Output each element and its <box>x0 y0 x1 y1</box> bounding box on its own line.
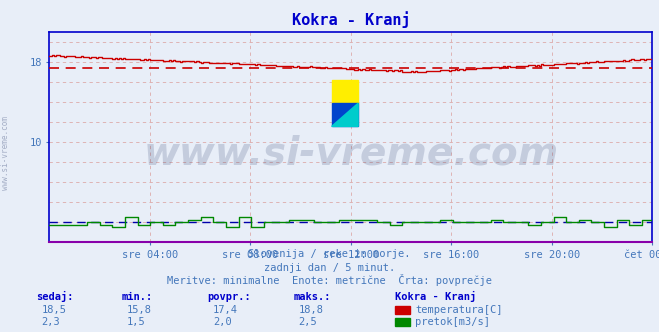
Text: 15,8: 15,8 <box>127 305 152 315</box>
Text: Meritve: minimalne  Enote: metrične  Črta: povprečje: Meritve: minimalne Enote: metrične Črta:… <box>167 274 492 286</box>
Text: 2,5: 2,5 <box>299 317 317 327</box>
Text: 17,4: 17,4 <box>213 305 238 315</box>
Text: maks.:: maks.: <box>293 292 331 302</box>
Text: min.:: min.: <box>122 292 153 302</box>
Text: temperatura[C]: temperatura[C] <box>415 305 503 315</box>
Bar <box>331 80 358 103</box>
Text: sedaj:: sedaj: <box>36 291 74 302</box>
Bar <box>331 103 358 126</box>
Text: www.si-vreme.com: www.si-vreme.com <box>1 116 10 190</box>
Text: 2,0: 2,0 <box>213 317 231 327</box>
Text: 18,8: 18,8 <box>299 305 324 315</box>
Text: Kokra - Kranj: Kokra - Kranj <box>395 291 476 302</box>
Polygon shape <box>331 103 358 126</box>
Text: povpr.:: povpr.: <box>208 292 251 302</box>
Text: 1,5: 1,5 <box>127 317 146 327</box>
Text: 2,3: 2,3 <box>42 317 60 327</box>
Title: Kokra - Kranj: Kokra - Kranj <box>291 11 411 28</box>
Text: www.si-vreme.com: www.si-vreme.com <box>143 135 559 173</box>
Text: 18,5: 18,5 <box>42 305 67 315</box>
Text: zadnji dan / 5 minut.: zadnji dan / 5 minut. <box>264 263 395 273</box>
Text: pretok[m3/s]: pretok[m3/s] <box>415 317 490 327</box>
Text: Slovenija / reke in morje.: Slovenija / reke in morje. <box>248 249 411 259</box>
